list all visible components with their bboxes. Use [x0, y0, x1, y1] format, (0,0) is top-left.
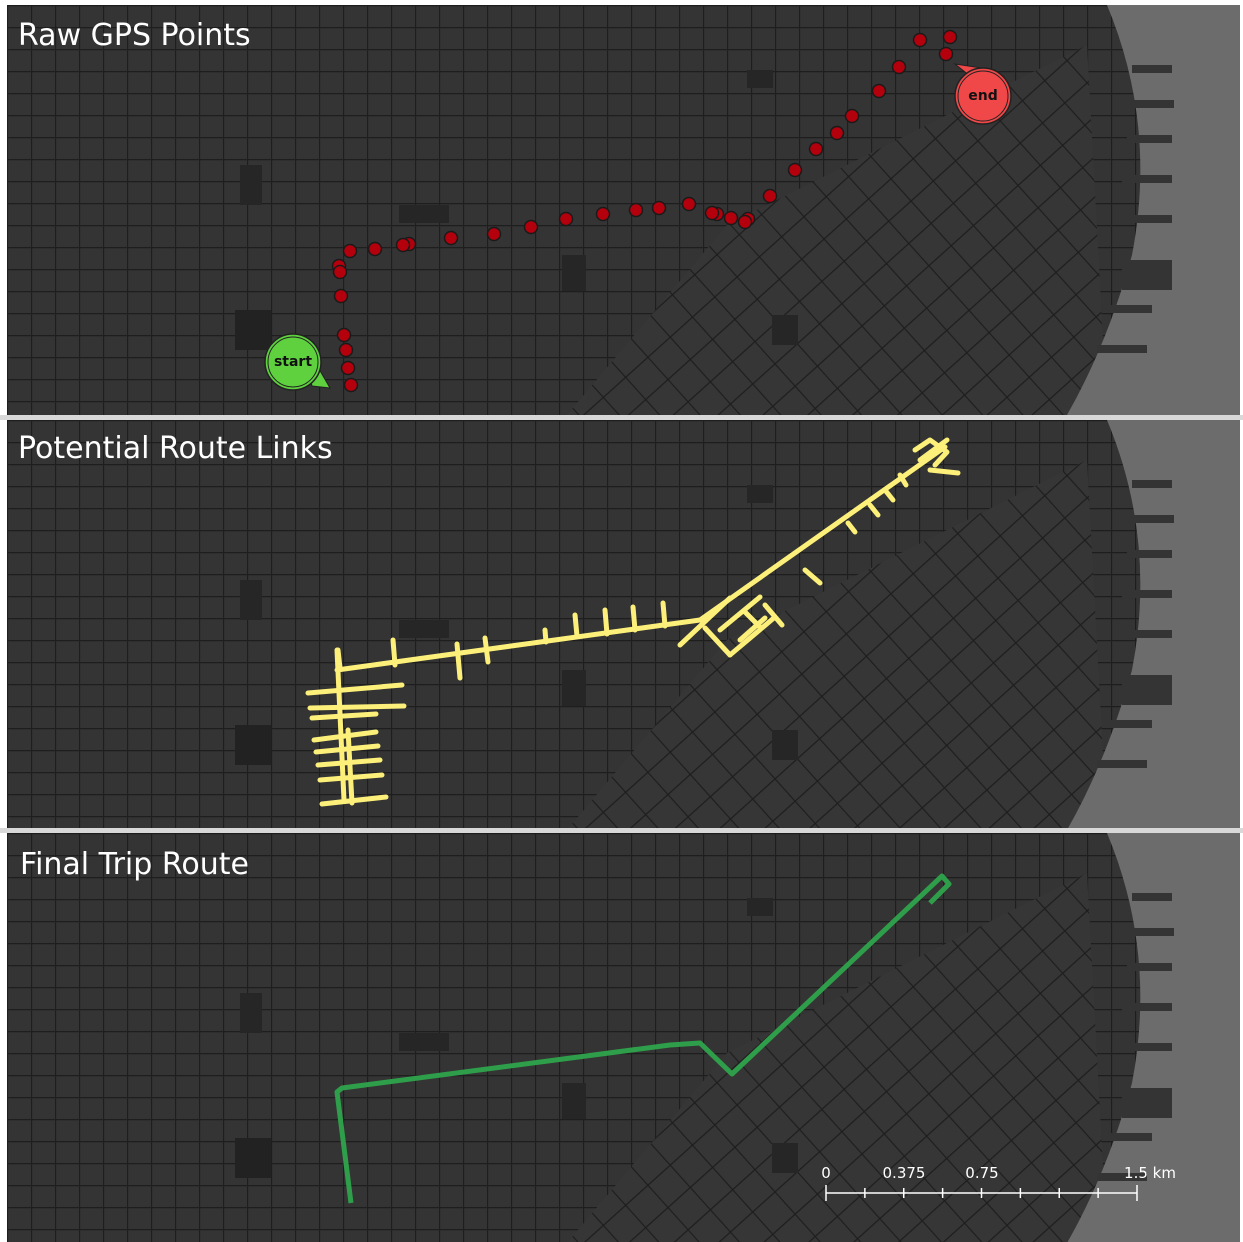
route-link	[335, 647, 343, 671]
gps-point	[443, 230, 459, 246]
gps-point	[651, 200, 667, 216]
start-marker: start	[264, 333, 331, 391]
route-link	[917, 437, 950, 463]
route-link	[311, 729, 379, 743]
gps-point	[808, 141, 824, 157]
route-link	[630, 604, 638, 633]
gps-point	[723, 210, 739, 226]
route-link	[572, 612, 580, 639]
map-background	[7, 5, 1240, 415]
gps-point	[340, 360, 356, 376]
route-link	[697, 444, 948, 623]
route-link	[677, 595, 733, 648]
gps-point	[342, 243, 358, 259]
scale-label: 0	[821, 1164, 831, 1182]
route-link	[334, 617, 703, 673]
route-links	[305, 437, 961, 807]
gps-point	[942, 29, 958, 45]
gps-point	[737, 214, 753, 230]
gps-point	[891, 59, 907, 75]
gps-point	[523, 219, 539, 235]
end-label: end	[968, 88, 997, 104]
panel-title: Final Trip Route	[20, 847, 249, 882]
route-link	[737, 615, 768, 643]
gps-point	[681, 196, 697, 212]
route-link	[727, 614, 778, 658]
gps-points	[331, 29, 958, 393]
panel-divider	[0, 828, 1243, 833]
route-link	[309, 711, 379, 721]
panel-links	[7, 420, 1240, 830]
route-link	[334, 647, 347, 803]
gps-point	[787, 162, 803, 178]
gps-point	[829, 125, 845, 141]
gps-point	[844, 108, 860, 124]
gps-point	[628, 202, 644, 218]
route-link	[307, 703, 407, 711]
route-link	[390, 637, 398, 668]
route-link	[845, 520, 858, 535]
gps-point	[486, 226, 502, 242]
gps-point	[871, 83, 887, 99]
gps-point	[332, 264, 348, 280]
scale-bar	[825, 1185, 1138, 1201]
gps-point	[912, 32, 928, 48]
route-link	[702, 625, 733, 658]
scale-label: 0.375	[883, 1164, 926, 1182]
gps-point	[395, 237, 411, 253]
gps-point	[558, 211, 574, 227]
route-link	[742, 609, 763, 630]
gps-point	[343, 377, 359, 393]
scale-label: 1.5 km	[1124, 1164, 1176, 1182]
map-background	[7, 833, 1240, 1242]
route-link	[882, 487, 896, 503]
panel-divider	[0, 415, 1243, 420]
gps-point	[704, 205, 720, 221]
route-link	[454, 641, 463, 681]
gps-point	[336, 327, 352, 343]
panel-route	[7, 833, 1240, 1242]
panel-title: Raw GPS Points	[18, 18, 251, 53]
gps-point	[938, 46, 954, 62]
route-link	[927, 467, 961, 476]
gps-point	[367, 241, 383, 257]
route-link	[867, 502, 881, 518]
route-link	[802, 567, 823, 586]
start-label: start	[274, 354, 312, 370]
gps-point	[762, 188, 778, 204]
route-link	[762, 602, 785, 628]
route-link	[345, 727, 355, 806]
panel-gps	[7, 5, 1240, 415]
route-link	[717, 594, 763, 633]
gps-point	[338, 342, 354, 358]
scale-label: 0.75	[965, 1164, 998, 1182]
route-link	[897, 472, 909, 488]
route-link	[660, 600, 668, 629]
route-link	[482, 635, 491, 665]
route-link	[305, 682, 405, 696]
route-link	[542, 627, 549, 645]
gps-point	[595, 206, 611, 222]
panel-title: Potential Route Links	[18, 431, 333, 466]
map-background	[7, 420, 1240, 830]
route-link	[602, 607, 610, 637]
gps-point	[333, 288, 349, 304]
end-marker: end	[953, 63, 1012, 125]
final-route	[334, 873, 952, 1204]
